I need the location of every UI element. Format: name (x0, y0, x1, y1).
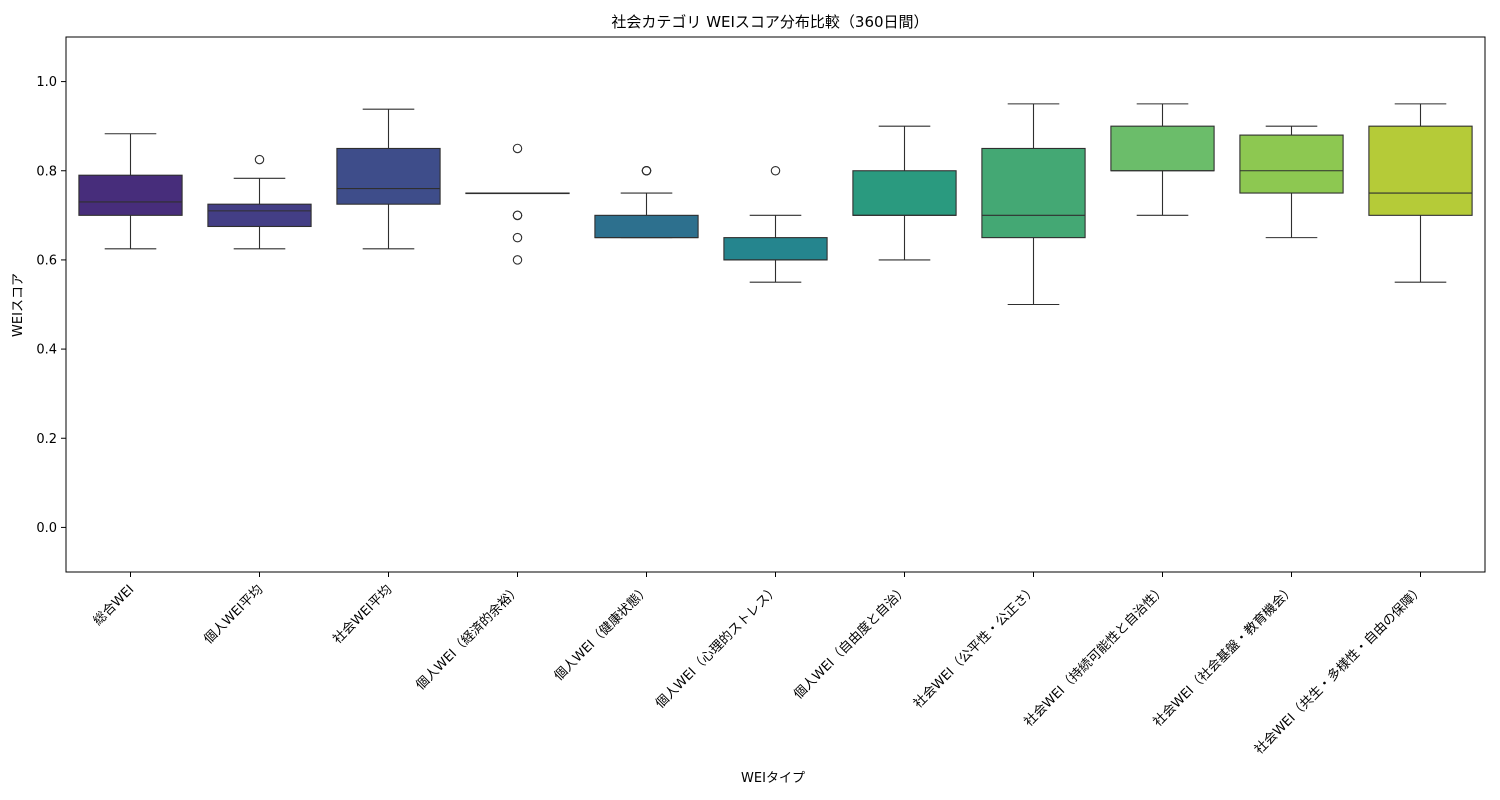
plot-frame (65, 36, 1486, 573)
chart-title: 社会カテゴリ WEIスコア分布比較（360日間） (611, 13, 928, 31)
x-tick-label: 社会WEI（持続可能性と自治性） (1021, 582, 1169, 730)
x-tick-label: 個人WEI平均 (201, 582, 266, 647)
y-tick-label: 0.8 (36, 164, 57, 179)
box-2 (336, 147, 441, 205)
outlier-point (512, 143, 523, 154)
outlier-point (254, 154, 265, 165)
box-9 (1239, 134, 1344, 194)
x-axis-label: WEIタイプ (741, 771, 805, 786)
x-tick-label: 個人WEI（健康状態） (551, 582, 653, 684)
x-tick-label: 社会WEI（公平性・公正さ） (910, 582, 1040, 712)
x-tick-label: 個人WEI（経済的余裕） (413, 582, 525, 694)
box-8 (1110, 125, 1215, 172)
x-tick-label: 総合WEI (91, 582, 138, 629)
box-6 (852, 170, 957, 216)
y-tick-label: 0.4 (36, 343, 57, 358)
x-tick-label: 個人WEI（心理的ストレス） (652, 582, 782, 712)
box-4 (594, 214, 699, 239)
outlier-point (770, 166, 781, 176)
box-7 (981, 147, 1086, 239)
outlier-point (512, 210, 523, 221)
y-axis-label: WEIスコア (11, 273, 26, 337)
box-5 (723, 237, 828, 261)
y-tick-label: 1.0 (36, 75, 57, 90)
outlier-point (641, 166, 652, 176)
y-tick-label: 0.6 (36, 253, 57, 268)
outlier-point (512, 232, 523, 243)
y-tick-label: 0.2 (36, 432, 57, 447)
outlier-point (512, 255, 523, 265)
y-tick-label: 0.0 (36, 521, 57, 536)
box-1 (207, 203, 312, 228)
box-10 (1368, 125, 1473, 216)
x-tick-label: 社会WEI平均 (330, 582, 396, 648)
box-0 (78, 174, 183, 216)
x-tick-label: 個人WEI（自由度と自治） (790, 582, 911, 703)
x-tick-label: 社会WEI（社会基盤・教育機会） (1150, 582, 1298, 730)
